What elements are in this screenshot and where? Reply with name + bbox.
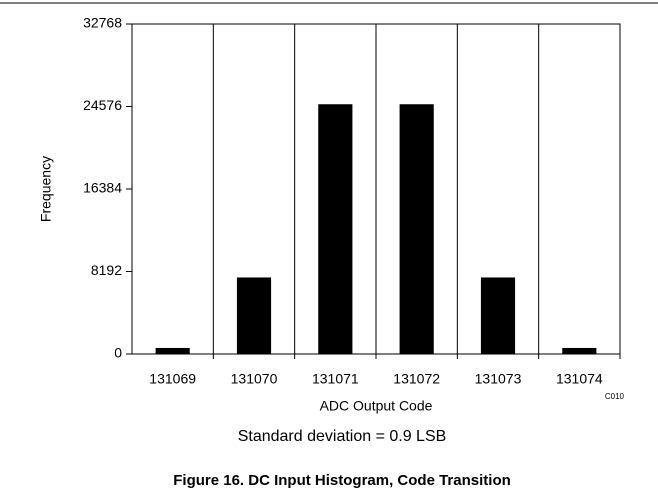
x-tick-label: 131074 — [556, 371, 603, 387]
bar — [399, 104, 434, 354]
figure-code: C010 — [605, 392, 625, 401]
x-tick-label: 131069 — [149, 371, 196, 387]
x-tick-label: 131070 — [231, 371, 278, 387]
bar — [562, 347, 597, 354]
y-tick-label: 16384 — [83, 180, 122, 196]
bar — [318, 104, 353, 354]
note: Standard deviation = 0.9 LSB — [238, 428, 447, 445]
x-tick-label: 131072 — [393, 371, 440, 387]
y-tick-label: 24576 — [83, 97, 122, 113]
bar — [155, 347, 190, 354]
y-tick-label: 0 — [114, 345, 122, 361]
caption: Figure 16. DC Input Histogram, Code Tran… — [173, 472, 511, 489]
x-tick-label: 131073 — [475, 371, 522, 387]
bar — [236, 277, 272, 354]
x-tick-label: 131071 — [312, 371, 359, 387]
bar — [480, 277, 516, 354]
y-tick-label: 8192 — [91, 262, 122, 278]
x-axis-label: ADC Output Code — [320, 398, 433, 414]
y-axis-label: Frequency — [38, 156, 54, 222]
y-tick-label: 32768 — [83, 15, 122, 31]
plot-frame — [131, 23, 621, 355]
